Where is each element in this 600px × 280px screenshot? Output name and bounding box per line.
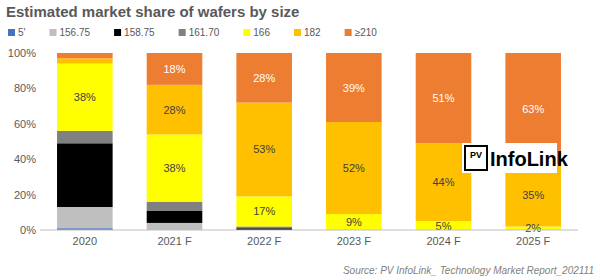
bar-segment: [57, 58, 113, 63]
legend-item: 166: [243, 27, 270, 38]
bar-segment: [326, 122, 382, 214]
bar-segment: [147, 85, 203, 135]
y-tick-label: 100%: [8, 47, 36, 59]
bars: [57, 53, 561, 230]
legend-item: ≥210: [345, 27, 378, 38]
data-label: 39%: [343, 82, 365, 94]
bar-segment: [147, 223, 203, 230]
legend-item: 182: [294, 27, 321, 38]
legend-swatch: [345, 29, 352, 36]
bar-segment: [326, 53, 382, 122]
x-tick-label: 2022 F: [247, 235, 282, 247]
legend-label: 166: [253, 27, 270, 38]
logo-box: [465, 146, 487, 170]
x-tick-label: 2023 F: [337, 235, 372, 247]
y-tick-label: 20%: [14, 189, 36, 201]
bar-segment: [147, 53, 203, 85]
logo-mark: PV: [470, 150, 482, 160]
y-tick-label: 0%: [20, 224, 36, 236]
y-tick: [38, 88, 40, 89]
data-label: 38%: [163, 162, 185, 174]
bar-segment: [236, 196, 292, 226]
legend-item: 158.75: [114, 27, 155, 38]
y-tick: [38, 123, 40, 124]
y-tick: [38, 159, 40, 160]
legend-swatch: [243, 29, 250, 36]
bar-segment: [57, 64, 113, 131]
x-axis: [40, 230, 578, 231]
data-label: 9%: [346, 216, 362, 228]
y-tick: [38, 230, 40, 231]
data-label: 18%: [163, 63, 185, 75]
data-label: 17%: [253, 205, 275, 217]
bar-segment: [147, 211, 203, 223]
legend-swatch: [294, 29, 301, 36]
bar-segment: [416, 53, 472, 143]
y-tick: [38, 53, 40, 54]
x-tick-label: 2025 F: [516, 235, 551, 247]
data-label: 53%: [253, 143, 275, 155]
logo-text: InfoLink: [490, 148, 569, 170]
y-tick: [38, 194, 40, 195]
source: Source: PV InfoLink_ Technology Market R…: [343, 265, 594, 276]
bar-segment: [147, 134, 203, 201]
data-label: 2%: [525, 222, 541, 234]
bar-segment: [326, 214, 382, 230]
legend-item: 5': [8, 27, 26, 38]
y-tick-label: 60%: [14, 118, 36, 130]
legend-label: ≥210: [355, 27, 378, 38]
bar-segment: [236, 103, 292, 197]
chart: Estimated market share of wafers by size…: [0, 0, 600, 280]
legend-swatch: [8, 29, 15, 36]
legend-swatch: [49, 29, 56, 36]
title: Estimated market share of wafers by size: [6, 3, 299, 20]
bar-segment: [57, 207, 113, 228]
legend-label: 182: [304, 27, 321, 38]
bar-segment: [57, 53, 113, 58]
legend-swatch: [114, 29, 121, 36]
bar-segment: [236, 53, 292, 103]
y-tick-label: 80%: [14, 82, 36, 94]
data-label: 35%: [522, 189, 544, 201]
data-label: 28%: [163, 104, 185, 116]
y-tick-label: 40%: [14, 153, 36, 165]
legend-item: 161.70: [179, 27, 220, 38]
data-label: 28%: [253, 72, 275, 84]
data-label: 63%: [522, 103, 544, 115]
x-tick-label: 2021 F: [157, 235, 192, 247]
legend-label: 5': [18, 27, 26, 38]
logo: PV InfoLink: [462, 143, 569, 173]
data-label: 38%: [74, 91, 96, 103]
x-tick-label: 2020: [73, 235, 97, 247]
legend-item: 156.75: [49, 27, 90, 38]
legend-label: 161.70: [189, 27, 220, 38]
bar-segment: [505, 165, 561, 227]
bar-segment: [57, 131, 113, 143]
bar-segment: [236, 226, 292, 228]
legend-label: 158.75: [124, 27, 155, 38]
legend-swatch: [179, 29, 186, 36]
bar-segment: [147, 202, 203, 211]
bar-segment: [57, 143, 113, 207]
data-label: 51%: [432, 92, 454, 104]
x-tick-label: 2024 F: [426, 235, 461, 247]
data-label: 44%: [432, 176, 454, 188]
legend-label: 156.75: [59, 27, 90, 38]
data-label: 52%: [343, 162, 365, 174]
